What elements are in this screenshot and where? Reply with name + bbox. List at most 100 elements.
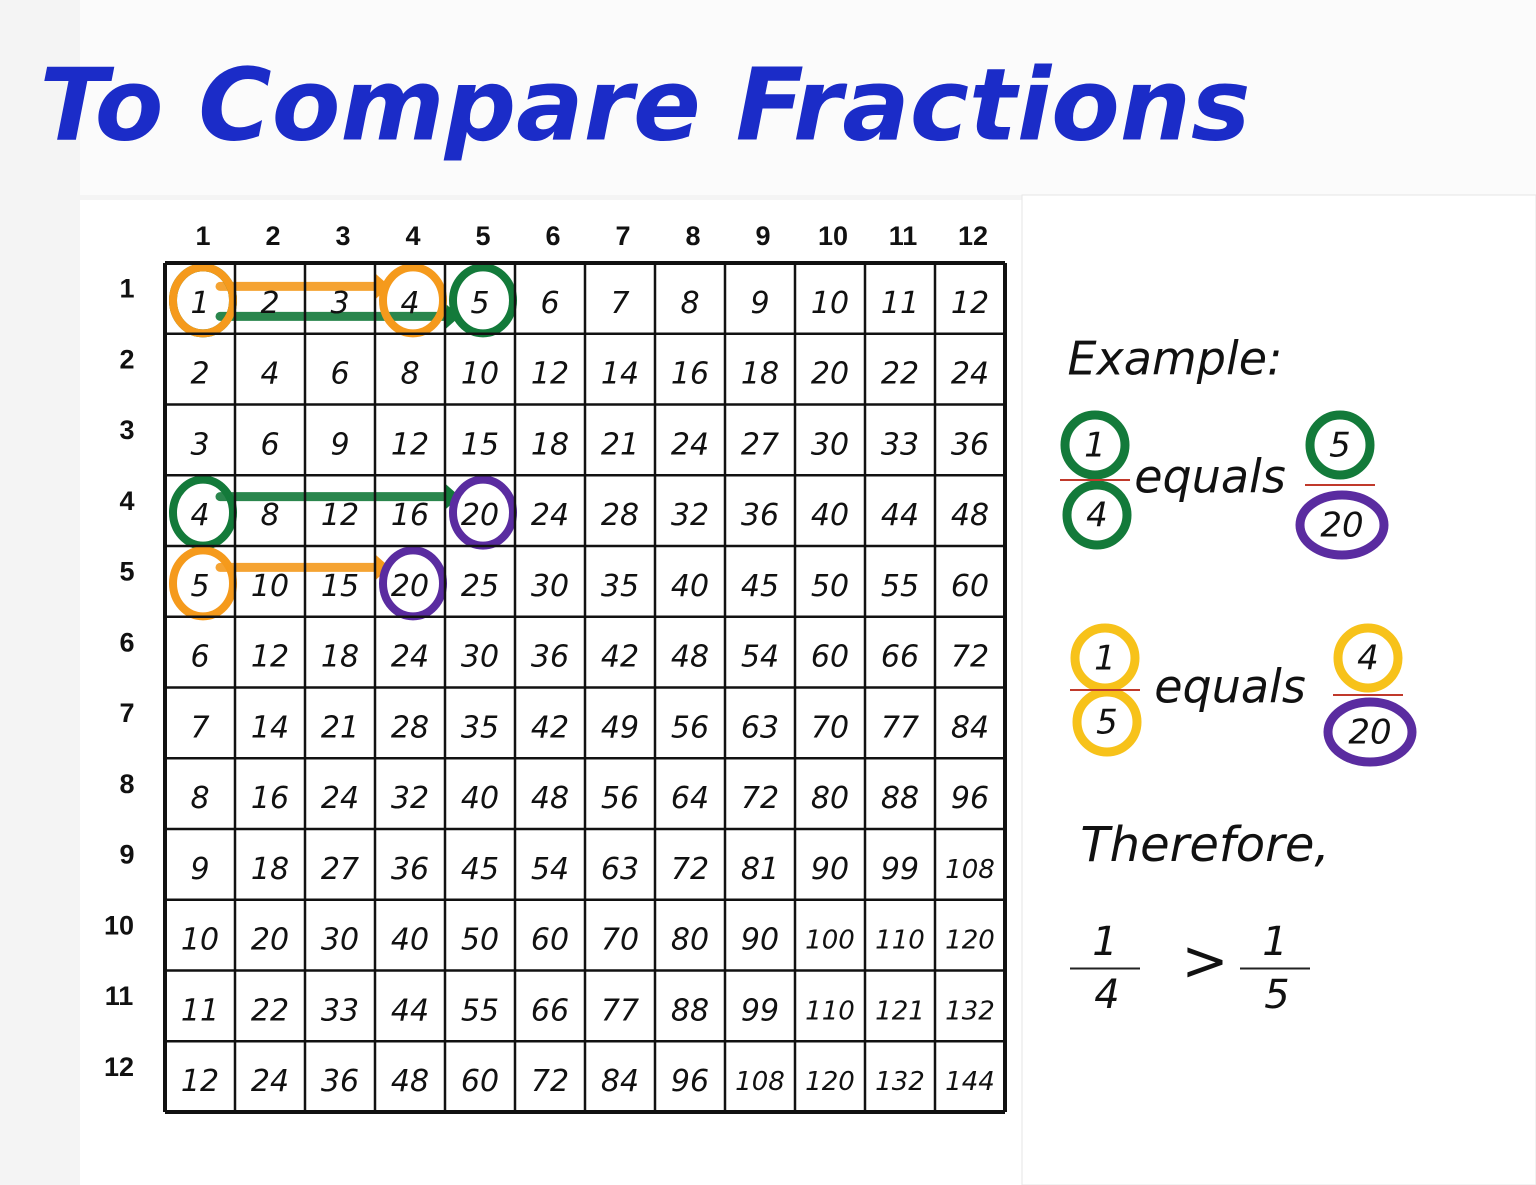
table-cell: 60 [461, 1064, 499, 1099]
table-cell: 16 [671, 357, 709, 392]
table-cell: 36 [741, 498, 779, 533]
table-cell: 120 [945, 926, 995, 956]
table-cell: 60 [531, 923, 569, 958]
table-cell: 36 [391, 852, 429, 887]
table-cell: 30 [461, 640, 499, 675]
title-paper [80, 0, 1536, 195]
table-cell: 88 [671, 993, 709, 1028]
denominator: 5 [1096, 703, 1118, 743]
table-cell: 77 [601, 993, 639, 1028]
table-cell: 44 [391, 993, 429, 1028]
table-cell: 2 [190, 357, 209, 392]
table-cell: 55 [881, 569, 919, 604]
table-cell: 8 [400, 357, 419, 392]
table-cell: 2 [260, 286, 279, 321]
relation: > [1182, 929, 1229, 994]
denominator: 4 [1094, 972, 1119, 1018]
table-cell: 44 [881, 498, 919, 533]
table-cell: 16 [391, 498, 429, 533]
column-header: 6 [545, 221, 560, 251]
table-cell: 110 [875, 926, 925, 956]
table-cell: 14 [601, 357, 639, 392]
table-cell: 24 [391, 640, 429, 675]
table-cell: 20 [391, 569, 429, 604]
table-cell: 18 [741, 357, 779, 392]
table-cell: 24 [671, 427, 709, 462]
table-cell: 60 [811, 640, 849, 675]
table-cell: 30 [811, 427, 849, 462]
table-cell: 121 [875, 996, 925, 1026]
table-cell: 25 [461, 569, 499, 604]
title: To Compare Fractions [39, 46, 1250, 163]
table-cell: 132 [875, 1067, 925, 1097]
relation: equals [1154, 660, 1306, 714]
table-cell: 132 [945, 996, 995, 1026]
green-arrow-head [444, 302, 460, 331]
table-cell: 28 [391, 710, 429, 745]
column-header: 5 [475, 221, 490, 251]
table-cell: 1 [190, 286, 209, 321]
table-cell: 10 [811, 286, 849, 321]
table-cell: 24 [321, 781, 359, 816]
circle-highlight [1323, 697, 1417, 767]
numerator: 1 [1262, 919, 1287, 965]
table-cell: 9 [750, 286, 769, 321]
table-cell: 6 [260, 427, 279, 462]
table-cell: 24 [531, 498, 569, 533]
table-cell: 20 [811, 357, 849, 392]
table-cell: 32 [391, 781, 429, 816]
column-header: 11 [889, 221, 918, 251]
column-header: 4 [405, 221, 420, 251]
table-cell: 4 [190, 498, 209, 533]
numerator: 1 [1094, 639, 1116, 679]
denominator: 20 [1348, 713, 1391, 753]
column-header: 2 [265, 221, 280, 251]
table-cell: 27 [321, 852, 359, 887]
numerator: 1 [1084, 426, 1106, 466]
row-header: 6 [119, 627, 134, 657]
table-cell: 48 [531, 781, 569, 816]
table-cell: 10 [461, 357, 499, 392]
table-cell: 4 [400, 286, 419, 321]
table-cell: 45 [461, 852, 499, 887]
table-cell: 8 [260, 498, 279, 533]
table-cell: 30 [321, 923, 359, 958]
table-cell: 33 [321, 993, 359, 1028]
table-cell: 72 [671, 852, 709, 887]
table-cell: 6 [540, 286, 559, 321]
numerator: 5 [1329, 426, 1351, 466]
green-arrow-head [444, 482, 460, 511]
table-cell: 3 [190, 427, 209, 462]
table-cell: 84 [601, 1064, 639, 1099]
example-heading: Example: [1067, 332, 1282, 386]
table-cell: 32 [671, 498, 709, 533]
table-cell: 24 [951, 357, 989, 392]
circle-highlight [1333, 623, 1403, 693]
table-cell: 90 [811, 852, 849, 887]
table-cell: 24 [251, 1064, 289, 1099]
circle-highlight [1062, 480, 1132, 550]
table-cell: 42 [531, 710, 569, 745]
circle-highlight [1305, 410, 1375, 480]
table-cell: 5 [190, 569, 209, 604]
table-cell: 35 [461, 710, 499, 745]
table-cell: 54 [741, 640, 779, 675]
table-cell: 20 [461, 498, 499, 533]
column-header: 1 [195, 221, 210, 251]
table-cell: 108 [735, 1067, 785, 1097]
table-cell: 108 [945, 855, 995, 885]
column-header: 8 [685, 221, 700, 251]
table-cell: 110 [805, 996, 855, 1026]
table-cell: 7 [190, 710, 209, 745]
table-cell: 99 [881, 852, 919, 887]
table-cell: 40 [811, 498, 849, 533]
row-header: 5 [119, 557, 134, 587]
table-cell: 48 [391, 1064, 429, 1099]
table-cell: 40 [391, 923, 429, 958]
orange-arrow-head [374, 553, 390, 582]
table-cell: 33 [881, 427, 919, 462]
table-cell: 14 [251, 710, 289, 745]
table-cell: 18 [531, 427, 569, 462]
table-cell: 12 [251, 640, 289, 675]
